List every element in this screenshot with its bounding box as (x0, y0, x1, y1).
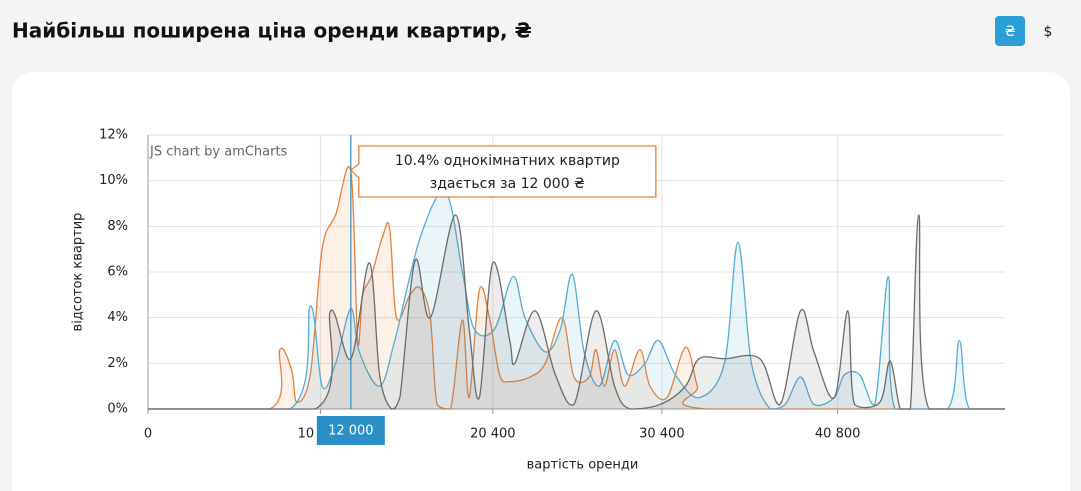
y-tick-label: 4% (107, 310, 128, 325)
x-tick-label: 0 (144, 427, 152, 442)
y-tick-label: 2% (107, 356, 128, 371)
tooltip-line: 10.4% однокімнатних квартир (395, 153, 620, 169)
y-tick-label: 6% (107, 265, 128, 280)
y-axis-title: відсоток квартир (71, 213, 86, 332)
page-title: Найбільш поширена ціна оренди квартир, ₴ (12, 19, 532, 43)
currency-button[interactable] (995, 16, 1025, 46)
tooltip-box (349, 145, 657, 198)
currency-button-label[interactable]: $ (1044, 24, 1053, 40)
cursor-label: 12 000 (328, 424, 374, 439)
line (148, 166, 1005, 410)
credit: JS chart by amCharts (149, 145, 288, 160)
y-tick-label: 0% (107, 402, 128, 417)
x-tick-label: 40 800 (815, 427, 861, 442)
line (148, 214, 1005, 410)
x-tick-label: 20 400 (470, 427, 516, 442)
tooltip-line: здається за 12 000 ₴ (430, 176, 585, 192)
x-axis-title: вартість оренди (527, 458, 639, 473)
y-tick-label: 8% (107, 219, 128, 234)
y-tick-label: 12% (99, 128, 128, 143)
x-tick-label: 30 400 (639, 427, 685, 442)
line (148, 190, 1005, 410)
area (148, 166, 1005, 409)
cursor-label-box (316, 416, 385, 445)
currency-button-label[interactable]: ₴ (1005, 24, 1016, 40)
y-tick-label: 10% (99, 173, 128, 188)
